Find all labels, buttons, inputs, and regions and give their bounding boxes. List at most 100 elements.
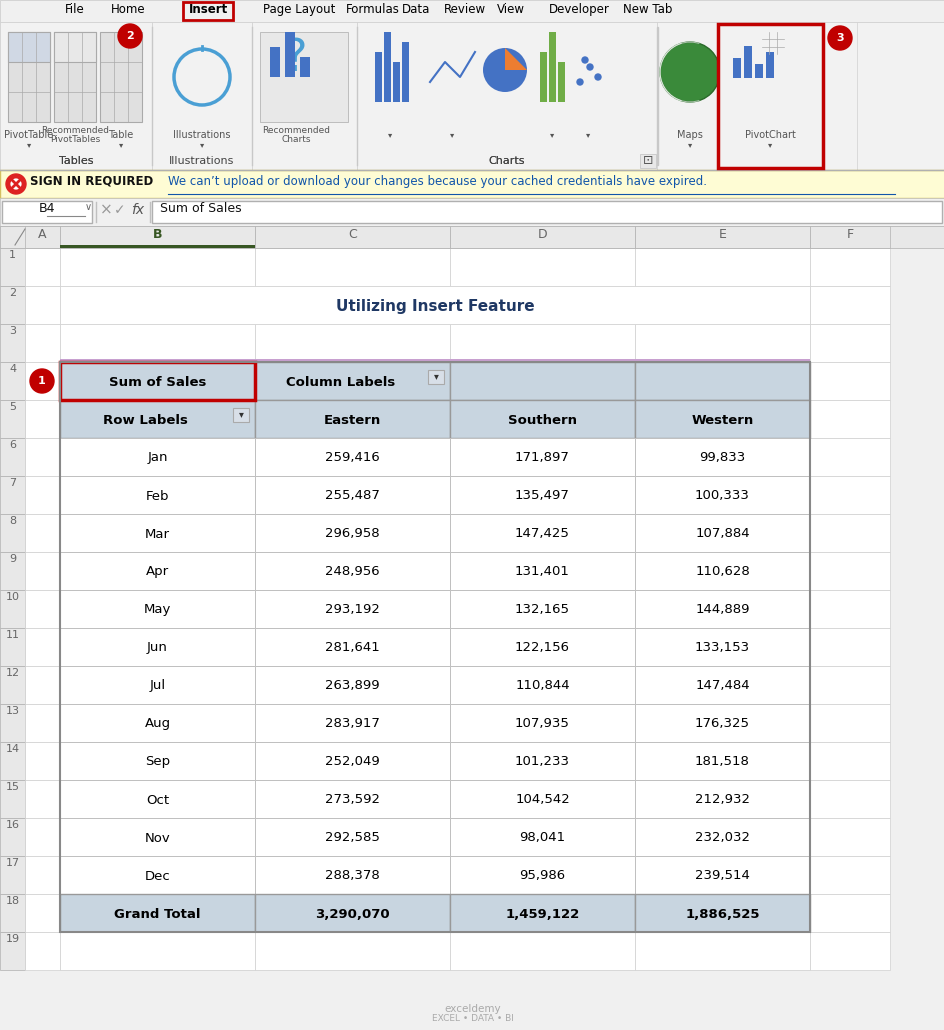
Circle shape bbox=[582, 57, 587, 63]
Bar bbox=[255, 628, 449, 666]
Bar bbox=[255, 742, 449, 780]
Bar bbox=[634, 780, 809, 818]
Bar bbox=[809, 590, 889, 628]
Text: 135,497: 135,497 bbox=[514, 489, 569, 503]
Bar bbox=[8, 32, 50, 62]
Bar bbox=[59, 438, 255, 476]
Bar bbox=[25, 932, 59, 970]
Text: 147,425: 147,425 bbox=[514, 527, 569, 541]
Bar bbox=[449, 400, 634, 438]
Bar bbox=[255, 932, 449, 970]
Bar bbox=[809, 286, 889, 324]
Text: 132,165: 132,165 bbox=[514, 604, 569, 617]
Bar bbox=[59, 590, 255, 628]
Bar bbox=[0, 780, 25, 818]
Text: Eastern: Eastern bbox=[324, 413, 380, 426]
Bar bbox=[59, 818, 255, 856]
Bar bbox=[59, 856, 255, 894]
Text: 248,956: 248,956 bbox=[325, 565, 379, 579]
Text: 19: 19 bbox=[6, 934, 20, 945]
Bar bbox=[255, 666, 449, 703]
Text: 293,192: 293,192 bbox=[325, 604, 379, 617]
Text: File: File bbox=[65, 3, 85, 16]
Bar bbox=[59, 932, 255, 970]
Bar bbox=[449, 552, 634, 590]
Bar bbox=[634, 476, 809, 514]
Bar bbox=[634, 438, 809, 476]
Text: Grand Total: Grand Total bbox=[114, 907, 200, 921]
Bar bbox=[634, 324, 809, 362]
Bar bbox=[25, 286, 59, 324]
Circle shape bbox=[9, 177, 23, 191]
Bar bbox=[634, 894, 809, 932]
Bar bbox=[59, 894, 255, 932]
Bar bbox=[449, 666, 634, 703]
Bar bbox=[255, 438, 449, 476]
Bar bbox=[449, 324, 634, 362]
Text: 17: 17 bbox=[6, 858, 20, 868]
Bar bbox=[255, 628, 449, 666]
Text: 7: 7 bbox=[8, 478, 16, 488]
Text: Sum of Sales: Sum of Sales bbox=[160, 202, 242, 215]
Bar bbox=[270, 47, 279, 77]
Bar bbox=[59, 476, 255, 514]
Text: ▾: ▾ bbox=[767, 140, 771, 149]
Text: 212,932: 212,932 bbox=[694, 793, 750, 806]
Text: PivotTable: PivotTable bbox=[5, 130, 54, 140]
Bar bbox=[449, 362, 634, 400]
Text: 107,935: 107,935 bbox=[514, 718, 569, 730]
Bar bbox=[634, 703, 809, 742]
Bar bbox=[634, 703, 809, 742]
Bar bbox=[59, 590, 255, 628]
Bar bbox=[634, 362, 809, 400]
Text: View: View bbox=[497, 3, 525, 16]
Bar bbox=[634, 666, 809, 703]
Text: ∨: ∨ bbox=[84, 202, 92, 212]
Text: B4: B4 bbox=[39, 202, 55, 215]
Bar bbox=[255, 552, 449, 590]
Text: Dec: Dec bbox=[144, 869, 170, 883]
Text: fx: fx bbox=[131, 203, 144, 217]
Text: 1: 1 bbox=[9, 250, 16, 260]
Text: 255,487: 255,487 bbox=[325, 489, 379, 503]
Text: 133,153: 133,153 bbox=[694, 642, 750, 654]
Bar bbox=[59, 666, 255, 703]
Bar bbox=[59, 514, 255, 552]
Bar bbox=[59, 248, 255, 286]
Text: 15: 15 bbox=[6, 782, 20, 792]
Text: 13: 13 bbox=[6, 706, 20, 716]
Bar bbox=[0, 856, 25, 894]
Bar bbox=[25, 476, 59, 514]
Text: Utilizing Insert Feature: Utilizing Insert Feature bbox=[335, 299, 533, 313]
Text: 292,585: 292,585 bbox=[325, 831, 379, 845]
Text: PivotChart: PivotChart bbox=[744, 130, 795, 140]
Text: 3: 3 bbox=[9, 327, 16, 336]
Text: ▾: ▾ bbox=[687, 140, 691, 149]
Text: ▾: ▾ bbox=[200, 140, 204, 149]
Bar bbox=[383, 32, 391, 102]
Bar bbox=[59, 362, 255, 400]
Bar bbox=[183, 2, 233, 20]
Text: 10: 10 bbox=[6, 592, 20, 602]
Text: 101,233: 101,233 bbox=[514, 755, 569, 768]
Text: May: May bbox=[143, 604, 171, 617]
Bar bbox=[539, 52, 547, 102]
Text: 296,958: 296,958 bbox=[325, 527, 379, 541]
Bar bbox=[255, 514, 449, 552]
Text: Charts: Charts bbox=[488, 156, 525, 166]
Bar bbox=[761, 32, 784, 54]
Text: B: B bbox=[153, 228, 162, 241]
Bar bbox=[634, 894, 809, 932]
Text: Mar: Mar bbox=[144, 527, 170, 541]
Bar bbox=[59, 362, 255, 400]
Bar bbox=[255, 400, 449, 438]
Text: 9: 9 bbox=[8, 554, 16, 564]
Bar bbox=[255, 742, 449, 780]
Bar bbox=[449, 514, 634, 552]
Bar bbox=[0, 894, 25, 932]
Text: 144,889: 144,889 bbox=[695, 604, 749, 617]
Text: Jul: Jul bbox=[149, 680, 165, 692]
Bar bbox=[0, 362, 25, 400]
Text: Southern: Southern bbox=[508, 413, 577, 426]
Bar bbox=[59, 780, 255, 818]
